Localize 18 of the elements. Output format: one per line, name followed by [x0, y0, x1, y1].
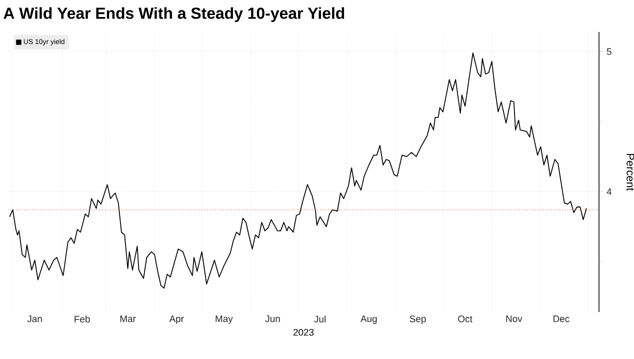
y-tick-label: 4: [606, 188, 612, 195]
x-tick-label: Jun: [265, 316, 280, 322]
chart-title: A Wild Year Ends With a Steady 10-year Yield: [4, 7, 344, 22]
x-tick-label: Feb: [74, 316, 90, 322]
x-tick-label: Mar: [120, 316, 136, 322]
y-tick-label: 5: [606, 48, 612, 55]
x-tick-label: Aug: [360, 316, 377, 324]
x-tick-label: Nov: [506, 316, 522, 322]
y-axis-title: Percent: [626, 154, 634, 191]
x-tick-label: May: [216, 316, 233, 324]
x-tick-label: Oct: [458, 316, 472, 322]
x-tick-label: Jan: [27, 316, 42, 322]
x-tick-label: Apr: [169, 316, 184, 324]
x-axis-title: 2023: [293, 328, 314, 336]
x-tick-label: Sep: [410, 316, 426, 324]
line-series: [9, 52, 587, 289]
x-tick-label: Jul: [314, 316, 326, 322]
x-tick-label: Dec: [554, 316, 570, 322]
